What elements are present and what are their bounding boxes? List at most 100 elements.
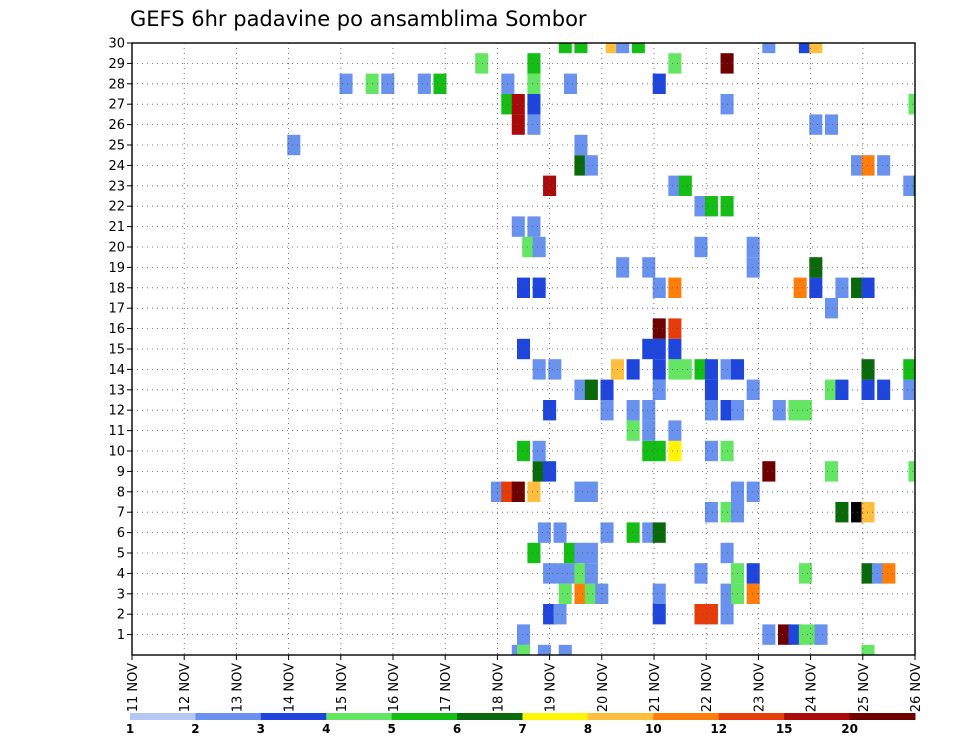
- heat-cell: [574, 379, 588, 400]
- colorbar-label: 1: [126, 722, 134, 736]
- heat-cell: [762, 624, 776, 645]
- heat-cell: [516, 277, 531, 298]
- heat-cell: [793, 277, 807, 298]
- y-tick-label: 21: [108, 220, 125, 235]
- colorbar: 1 2 3 4 5 6 7 8 10 12 15 20: [126, 713, 916, 736]
- colorbar-swatch: [326, 713, 393, 720]
- y-tick-label: 20: [108, 241, 125, 256]
- y-tick-label: 15: [108, 343, 125, 358]
- heat-cell: [433, 73, 447, 94]
- heat-cell: [537, 644, 551, 655]
- y-tick-label: 28: [108, 77, 125, 92]
- heat-cell: [417, 73, 431, 94]
- heat-cell: [746, 257, 760, 278]
- heat-cell: [642, 522, 656, 543]
- colorbar-swatch: [784, 713, 851, 720]
- y-tick-label: 24: [108, 159, 125, 174]
- heat-cell: [563, 73, 578, 94]
- heat-cell: [642, 400, 656, 421]
- heat-cell: [563, 542, 578, 564]
- x-tick-label: 21 NOV: [648, 663, 663, 712]
- heat-cell: [631, 43, 645, 54]
- y-tick-label: 1: [117, 628, 125, 643]
- heat-cell: [746, 236, 760, 258]
- heat-cell: [626, 400, 640, 421]
- x-tick-label: 13 NOV: [230, 663, 245, 712]
- chart-title: GEFS 6hr padavine po ansamblima Sombor: [130, 7, 587, 31]
- heat-cell: [532, 359, 546, 380]
- y-tick-label: 12: [108, 404, 125, 419]
- heat-cell: [527, 114, 541, 135]
- x-tick-label: 12 NOV: [178, 663, 193, 712]
- x-tick-label: 25 NOV: [857, 663, 872, 712]
- y-tick-label: 18: [108, 281, 125, 296]
- heat-cell: [694, 196, 708, 217]
- heat-cell: [678, 175, 692, 196]
- y-tick-label: 6: [117, 526, 125, 541]
- heat-cell: [652, 318, 666, 339]
- heat-cell: [584, 481, 598, 502]
- y-tick-label: 10: [108, 445, 125, 460]
- heat-cell: [746, 481, 760, 502]
- x-tick-label: 20 NOV: [596, 663, 611, 712]
- x-tick-label: 22 NOV: [700, 663, 715, 712]
- heat-cell: [626, 522, 640, 543]
- y-tick-label: 25: [108, 139, 125, 154]
- heat-cell: [652, 440, 666, 462]
- heat-cell: [532, 440, 546, 462]
- heat-cell: [652, 73, 666, 94]
- x-tick-label: 11 NOV: [126, 663, 141, 712]
- heat-cell: [626, 420, 640, 441]
- heat-cell: [798, 400, 812, 421]
- heat-cell: [527, 481, 541, 502]
- heat-cell: [563, 563, 578, 584]
- heat-cell: [516, 624, 531, 645]
- heat-cell: [574, 583, 588, 604]
- heat-cell: [814, 624, 828, 645]
- heat-cell: [511, 216, 525, 237]
- heat-cell: [584, 542, 598, 564]
- heat-cell: [584, 379, 598, 400]
- heat-cell: [824, 461, 838, 482]
- heat-cell: [574, 481, 588, 502]
- y-tick-label: 8: [117, 485, 125, 500]
- heat-cell: [772, 400, 786, 421]
- heat-cell: [532, 461, 546, 482]
- heat-cell: [516, 644, 531, 655]
- y-tick-label: 4: [117, 567, 125, 582]
- colorbar-swatch: [653, 713, 720, 720]
- colorbar-label: 10: [645, 722, 662, 736]
- x-tick-label: 26 NOV: [909, 663, 924, 712]
- colorbar-label: 20: [841, 722, 858, 736]
- heat-cell: [835, 502, 849, 523]
- colorbar-swatch: [849, 713, 916, 720]
- y-tick-label: 23: [108, 179, 125, 194]
- heat-cell: [877, 155, 891, 176]
- heat-cell: [668, 338, 682, 360]
- grid-layer: [132, 43, 915, 655]
- heat-cell: [339, 73, 353, 94]
- heat-cell: [652, 338, 666, 360]
- colorbar-swatch: [260, 713, 327, 720]
- heat-cell: [532, 236, 546, 258]
- heat-cell: [809, 257, 823, 278]
- heat-cell: [824, 379, 838, 400]
- heat-cell: [908, 461, 915, 482]
- heat-cell: [532, 277, 546, 298]
- x-tick-label: 16 NOV: [387, 663, 402, 712]
- heat-cell: [694, 236, 708, 258]
- heat-cell: [626, 359, 640, 380]
- heat-cell: [678, 359, 692, 380]
- heat-cell: [861, 277, 875, 298]
- heat-cell: [746, 563, 760, 584]
- x-tick-label: 19 NOV: [544, 663, 559, 712]
- heat-cell: [584, 563, 598, 584]
- heat-cell: [861, 379, 875, 400]
- heat-cell: [694, 359, 708, 380]
- heat-cell: [809, 114, 823, 135]
- y-tick-label: 5: [117, 547, 125, 562]
- heat-cell: [543, 400, 557, 421]
- heat-cell: [516, 440, 531, 462]
- x-tick-label: 18 NOV: [491, 663, 506, 712]
